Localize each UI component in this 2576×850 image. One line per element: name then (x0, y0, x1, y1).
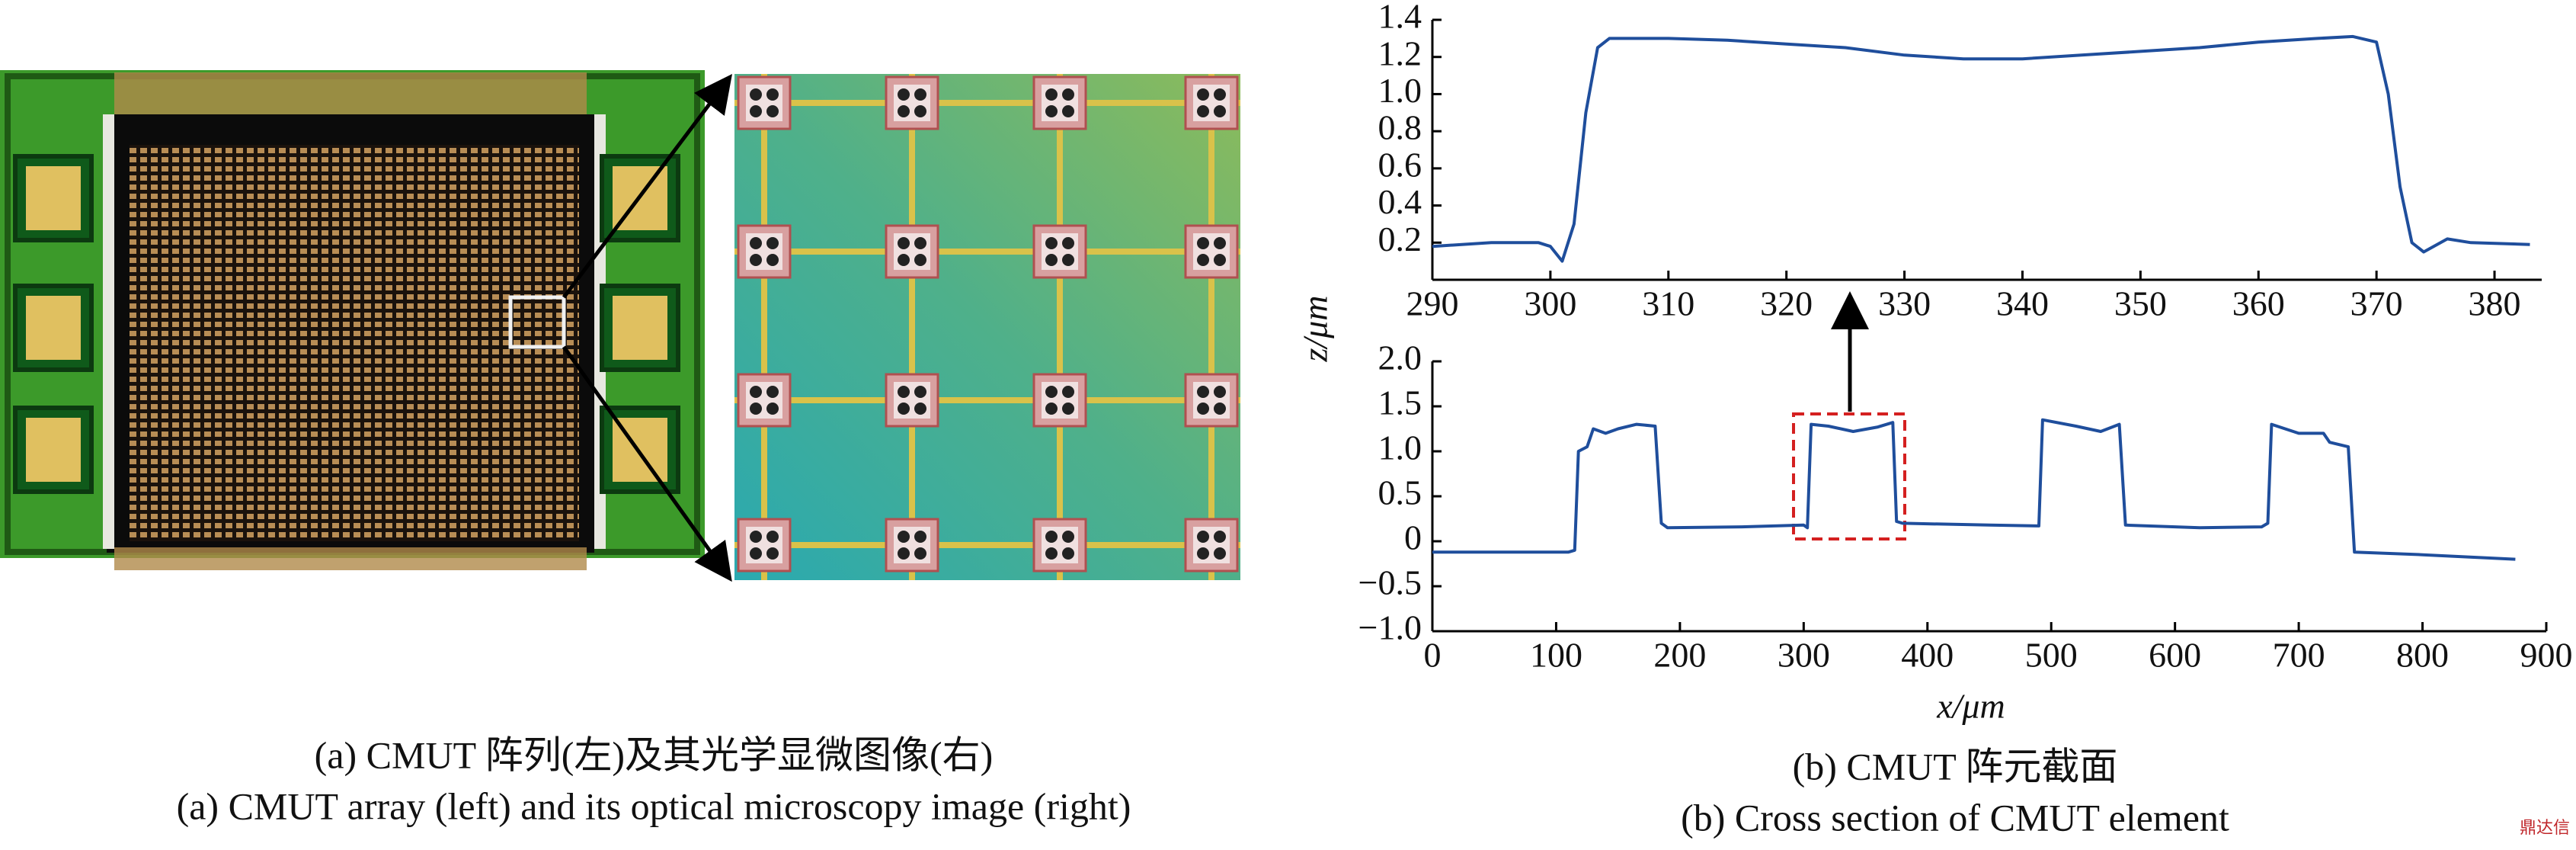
x-tick-label: 330 (1878, 284, 1931, 323)
zoom-line (562, 74, 733, 299)
y-tick-label: 0.2 (1378, 220, 1422, 258)
microscopy-photo (734, 74, 1240, 580)
array-photo (0, 70, 705, 570)
y-axis-label: z/μm (1296, 296, 1335, 363)
caption: (b) CMUT 阵元截面 (1793, 745, 2118, 787)
y-tick-label: 0 (1404, 518, 1422, 557)
x-tick-label: 320 (1760, 284, 1813, 323)
x-tick-label: 300 (1778, 636, 1830, 675)
x-tick-label: 800 (2396, 636, 2449, 675)
x-axis-label: x/μm (1936, 687, 2005, 726)
caption: (b) Cross section of CMUT element (1681, 796, 2229, 839)
y-tick-label: 0.4 (1378, 182, 1422, 221)
y-tick-label: 2.0 (1378, 338, 1422, 377)
y-tick-label: 0.6 (1378, 145, 1422, 184)
y-tick-label: −1.0 (1358, 608, 1422, 647)
x-tick-label: 900 (2520, 636, 2573, 675)
watermark: 鼎达信 (2520, 818, 2570, 837)
y-tick-label: 1.0 (1378, 71, 1422, 110)
caption: (a) CMUT array (left) and its optical mi… (177, 784, 1131, 827)
x-tick-label: 380 (2469, 284, 2521, 323)
x-tick-label: 340 (1996, 284, 2049, 323)
x-tick-label: 370 (2350, 284, 2403, 323)
x-tick-label: 310 (1642, 284, 1694, 323)
y-tick-label: −0.5 (1358, 563, 1422, 602)
y-tick-label: 0.5 (1378, 473, 1422, 512)
x-tick-label: 400 (1901, 636, 1954, 675)
x-tick-label: 100 (1530, 636, 1582, 675)
zoom-line (562, 345, 732, 582)
y-tick-label: 1.0 (1378, 428, 1422, 467)
data-line (1432, 418, 2516, 561)
data-line (1432, 34, 2530, 263)
y-tick-label: 0.8 (1378, 108, 1422, 147)
y-tick-label: 1.2 (1378, 34, 1422, 72)
x-tick-label: 500 (2025, 636, 2078, 675)
caption: (a) CMUT 阵列(左)及其光学显微图像(右) (315, 733, 994, 776)
x-tick-label: 360 (2232, 284, 2285, 323)
x-tick-label: 700 (2273, 636, 2325, 675)
x-tick-label: 0 (1424, 636, 1442, 675)
x-tick-label: 290 (1406, 284, 1459, 323)
x-tick-label: 300 (1524, 284, 1576, 323)
x-tick-label: 600 (2149, 636, 2201, 675)
y-tick-label: 1.4 (1378, 0, 1422, 36)
zoom-box (1792, 412, 1906, 540)
y-tick-label: 1.5 (1378, 383, 1422, 422)
x-tick-label: 350 (2114, 284, 2167, 323)
x-tick-label: 200 (1653, 636, 1706, 675)
